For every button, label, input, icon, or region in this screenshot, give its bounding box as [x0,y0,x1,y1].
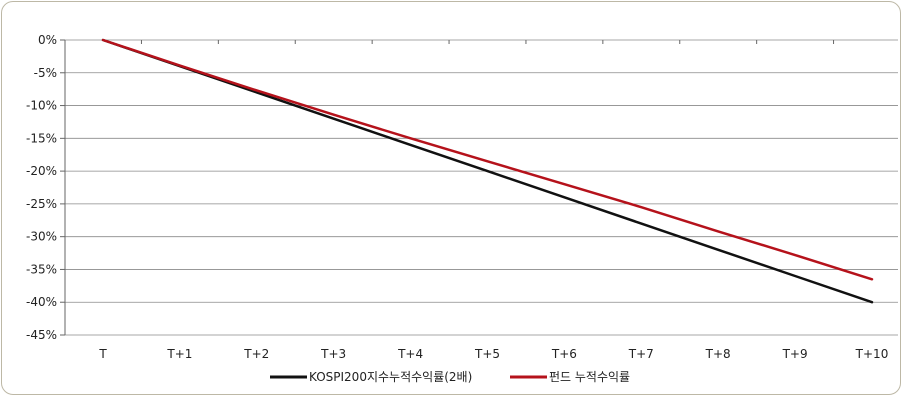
y-tick-label: -30% [26,230,57,244]
x-tick-label: T+1 [166,347,192,361]
x-tick-label: T+3 [320,347,346,361]
legend: KOSPI200지수누적수익률(2배) 펀드 누적수익률 [270,370,630,384]
series-line-1 [101,38,874,304]
x-tick-label: T+8 [705,347,731,361]
y-tick-label: -5% [34,66,57,80]
gridlines [65,39,898,336]
y-tick-label: -45% [26,328,57,342]
legend-label-1: KOSPI200지수누적수익률(2배) [309,370,472,384]
y-tick-label: -20% [26,164,57,178]
y-tick-labels: 0% -5% -10% -15% -20% -25% -30% -35% -40% -45% [26,33,57,342]
y-tick-label: -15% [26,131,57,145]
axes [60,39,835,336]
legend-label-2: 펀드 누적수익률 [549,370,630,384]
y-tick-label: -10% [26,99,57,113]
x-tick-labels: T T+1 T+2 T+3 T+4 T+5 T+6 T+7 T+8 T+9 T+10 [98,347,888,361]
x-tick-label: T+9 [782,347,808,361]
x-tick-label: T+2 [243,347,269,361]
x-tick-label: T+7 [628,347,654,361]
y-tick-label: -25% [26,197,57,211]
y-tick-label: 0% [38,33,57,47]
x-tick-label: T+4 [397,347,423,361]
x-tick-label: T [98,347,107,361]
y-tick-label: -40% [26,295,57,309]
x-tick-label: T+6 [551,347,577,361]
y-tick-label: -35% [26,262,57,276]
x-tick-label: T+5 [474,347,500,361]
series-lines [101,38,874,304]
series-line-2 [101,38,874,281]
x-tick-label: T+10 [855,347,889,361]
